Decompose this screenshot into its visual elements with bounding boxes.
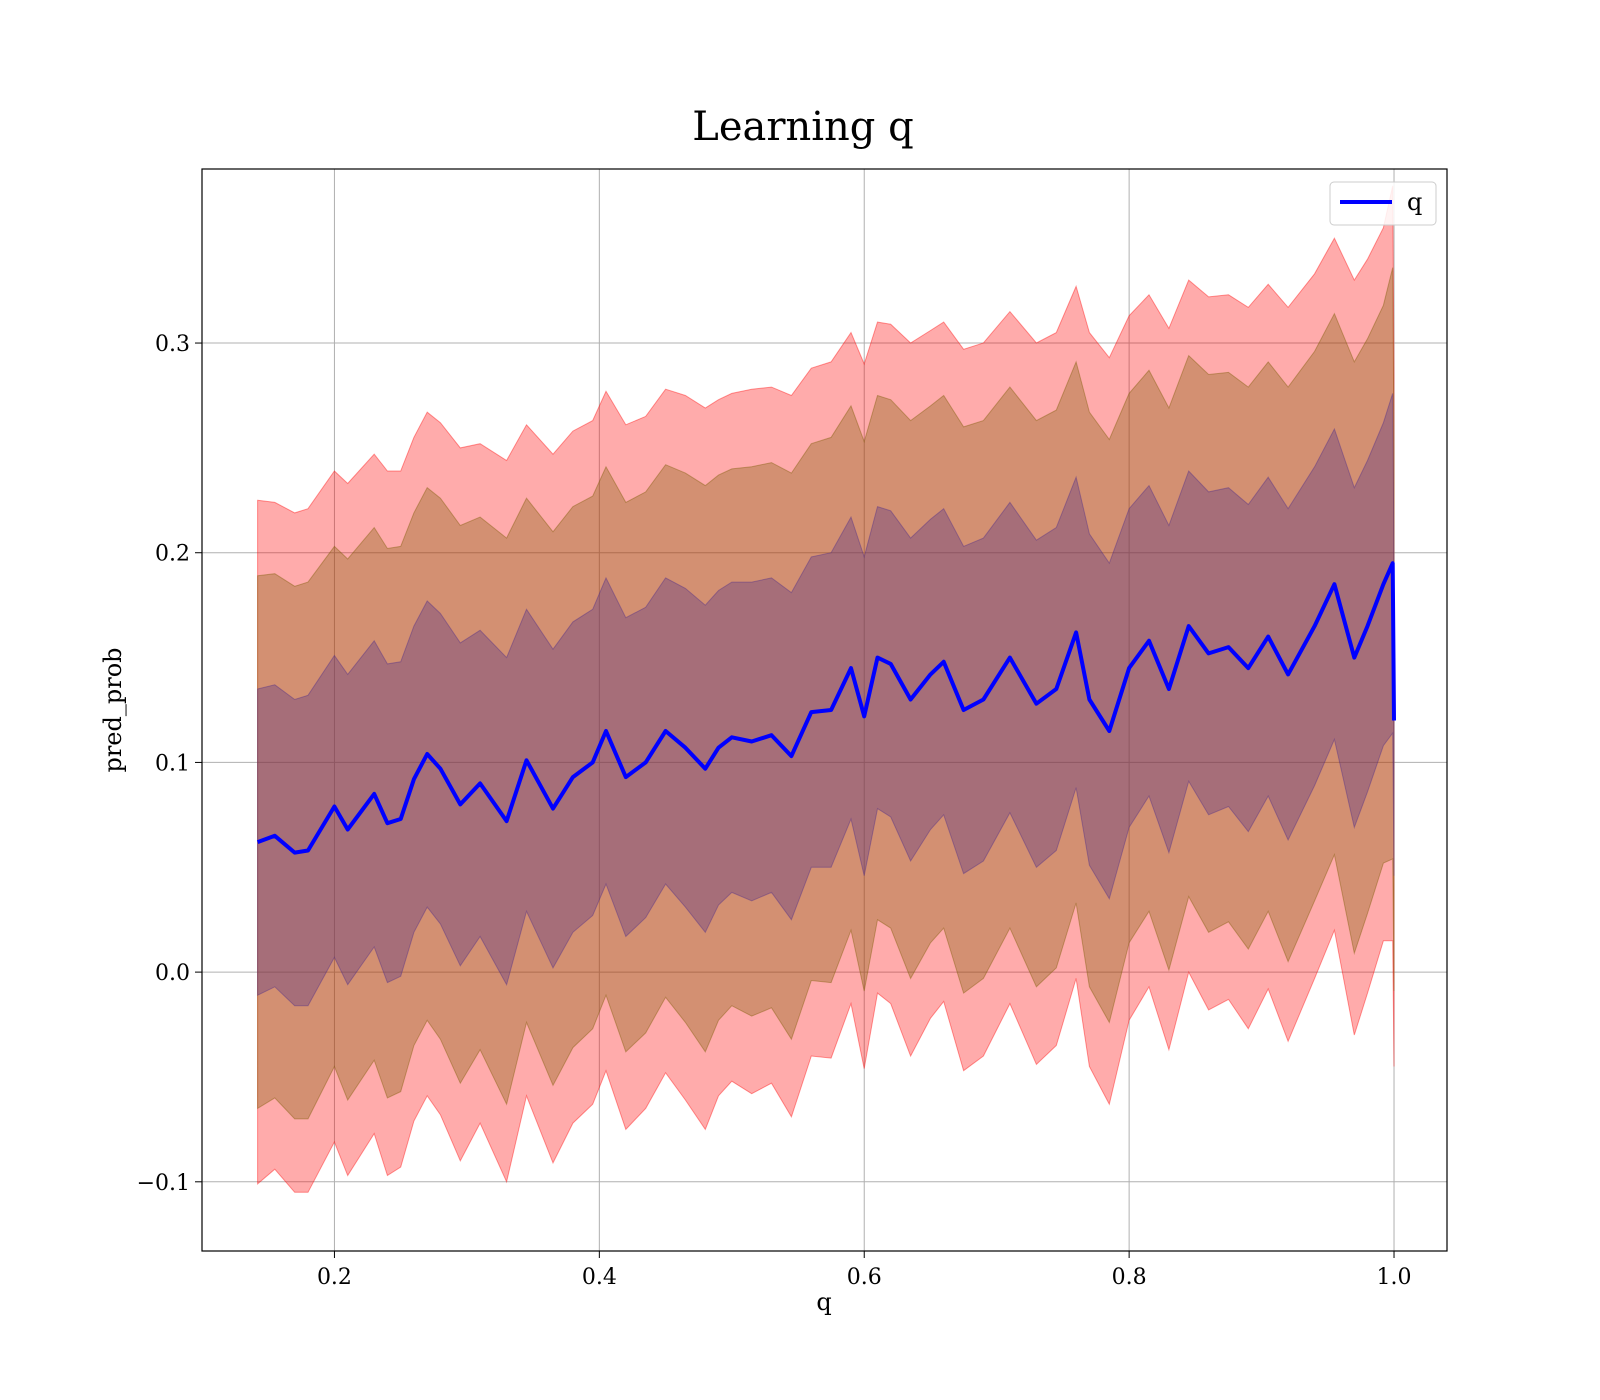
y-tick-label: 0.1 <box>155 751 190 776</box>
y-tick-label: 0.3 <box>155 332 190 357</box>
y-axis-label: pred_prob <box>99 647 127 772</box>
chart-title: Learning q <box>692 104 913 150</box>
legend-label-q: q <box>1407 188 1422 216</box>
series-lines <box>256 561 1396 855</box>
x-tick-label: 0.2 <box>317 1265 352 1290</box>
series-line-q <box>256 561 1396 855</box>
confidence-band-3 <box>257 393 1395 1007</box>
confidence-band-2 <box>257 267 1395 1120</box>
y-tick-label: 0.0 <box>155 961 190 986</box>
x-axis-ticks: 0.2 0.4 0.6 0.8 1.0 <box>317 1251 1412 1290</box>
x-axis-label: q <box>816 1288 831 1316</box>
plot-frame <box>201 168 1448 1252</box>
x-tick-label: 0.4 <box>582 1265 617 1290</box>
y-tick-label: 0.2 <box>155 542 190 567</box>
y-tick-label: −0.1 <box>137 1171 190 1196</box>
x-tick-label: 0.6 <box>847 1265 882 1290</box>
confidence-bands <box>257 185 1395 1193</box>
confidence-band-1 <box>257 185 1395 1193</box>
x-tick-label: 1.0 <box>1377 1265 1412 1290</box>
legend: q <box>1329 181 1437 226</box>
x-tick-label: 0.8 <box>1112 1265 1147 1290</box>
y-axis-ticks: −0.1 0.0 0.1 0.2 0.3 <box>137 332 202 1196</box>
